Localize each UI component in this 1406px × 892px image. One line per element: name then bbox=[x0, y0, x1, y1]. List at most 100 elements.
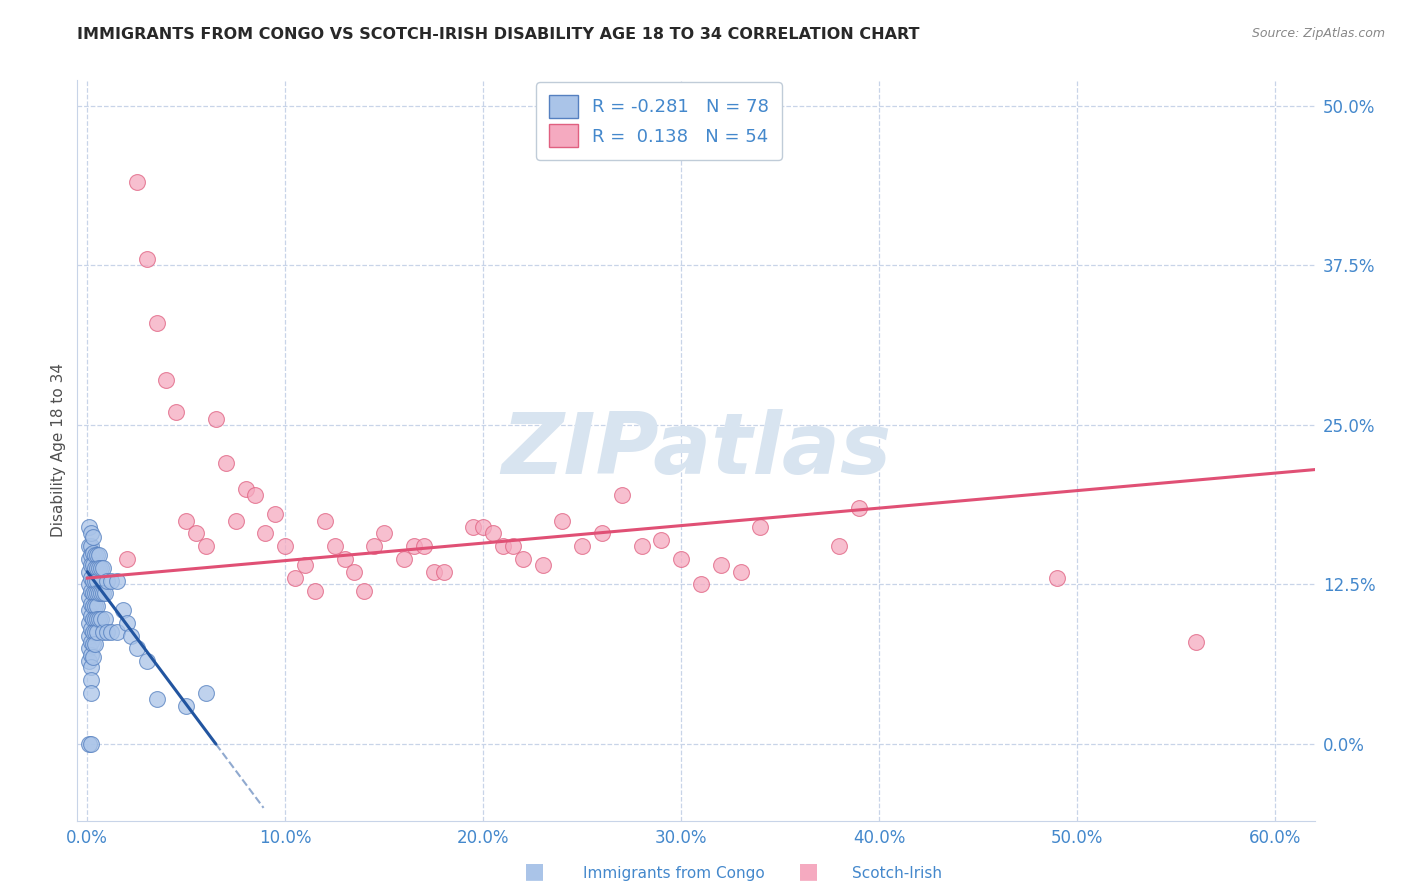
Point bbox=[77, 654, 100, 668]
Point bbox=[82, 612, 104, 626]
Point bbox=[77, 737, 100, 751]
Point bbox=[96, 624, 118, 639]
Point bbox=[245, 488, 267, 502]
Point bbox=[90, 586, 112, 600]
Point bbox=[77, 591, 100, 605]
Point bbox=[84, 638, 107, 652]
Point bbox=[80, 648, 103, 662]
Point bbox=[91, 561, 114, 575]
Text: ZIPatlas: ZIPatlas bbox=[501, 409, 891, 492]
Y-axis label: Disability Age 18 to 34: Disability Age 18 to 34 bbox=[51, 363, 66, 538]
Point bbox=[115, 615, 138, 630]
Point bbox=[80, 526, 103, 541]
Point bbox=[115, 552, 138, 566]
Point bbox=[145, 316, 167, 330]
Point bbox=[80, 583, 103, 598]
Point bbox=[80, 673, 103, 688]
Point bbox=[82, 599, 104, 614]
Point bbox=[86, 561, 108, 575]
Point bbox=[77, 565, 100, 579]
Point bbox=[100, 624, 122, 639]
Point bbox=[174, 698, 197, 713]
Point bbox=[80, 635, 103, 649]
Point bbox=[125, 175, 148, 189]
Point bbox=[304, 583, 326, 598]
Point bbox=[195, 686, 218, 700]
Point bbox=[77, 615, 100, 630]
Point bbox=[531, 558, 554, 573]
Point bbox=[402, 539, 425, 553]
Point bbox=[314, 514, 336, 528]
Text: Scotch-Irish: Scotch-Irish bbox=[852, 866, 942, 881]
Point bbox=[432, 565, 454, 579]
Point bbox=[412, 539, 434, 553]
Point bbox=[77, 603, 100, 617]
Point bbox=[333, 552, 356, 566]
Point bbox=[91, 624, 114, 639]
Point bbox=[86, 548, 108, 562]
Point bbox=[82, 574, 104, 588]
Point bbox=[373, 526, 395, 541]
Point bbox=[215, 456, 238, 470]
Point bbox=[492, 539, 515, 553]
Point bbox=[87, 586, 110, 600]
Point bbox=[120, 629, 142, 643]
Point bbox=[730, 565, 752, 579]
Point bbox=[254, 526, 277, 541]
Point bbox=[1046, 571, 1069, 585]
Point bbox=[463, 520, 485, 534]
Point bbox=[80, 548, 103, 562]
Point bbox=[353, 583, 375, 598]
Point bbox=[749, 520, 772, 534]
Point bbox=[235, 482, 257, 496]
Point bbox=[77, 629, 100, 643]
Point bbox=[363, 539, 385, 553]
Point bbox=[94, 586, 117, 600]
Point bbox=[610, 488, 633, 502]
Point bbox=[155, 373, 177, 387]
Point bbox=[571, 539, 593, 553]
Point bbox=[82, 530, 104, 544]
Point bbox=[84, 586, 107, 600]
Text: Source: ZipAtlas.com: Source: ZipAtlas.com bbox=[1251, 27, 1385, 40]
Point bbox=[135, 654, 157, 668]
Point bbox=[105, 574, 128, 588]
Point bbox=[86, 612, 108, 626]
Point bbox=[82, 650, 104, 665]
Legend: R = -0.281   N = 78, R =  0.138   N = 54: R = -0.281 N = 78, R = 0.138 N = 54 bbox=[536, 82, 782, 160]
Point bbox=[82, 638, 104, 652]
Point bbox=[502, 539, 524, 553]
Point bbox=[135, 252, 157, 266]
Point bbox=[86, 624, 108, 639]
Point bbox=[165, 405, 187, 419]
Point bbox=[96, 574, 118, 588]
Point bbox=[94, 612, 117, 626]
Point bbox=[90, 612, 112, 626]
Point bbox=[86, 586, 108, 600]
Point bbox=[80, 686, 103, 700]
Point bbox=[422, 565, 444, 579]
Point bbox=[77, 641, 100, 656]
Point bbox=[710, 558, 733, 573]
Point bbox=[77, 539, 100, 553]
Point bbox=[125, 641, 148, 656]
Point bbox=[848, 500, 870, 515]
Point bbox=[80, 558, 103, 573]
Point bbox=[90, 561, 112, 575]
Point bbox=[323, 539, 346, 553]
Point bbox=[630, 539, 652, 553]
Point bbox=[80, 597, 103, 611]
Point bbox=[84, 548, 107, 562]
Point bbox=[828, 539, 851, 553]
Point bbox=[77, 552, 100, 566]
Point bbox=[82, 624, 104, 639]
Point bbox=[195, 539, 218, 553]
Point bbox=[184, 526, 207, 541]
Point bbox=[669, 552, 692, 566]
Point bbox=[80, 609, 103, 624]
Point bbox=[145, 692, 167, 706]
Point bbox=[84, 599, 107, 614]
Point bbox=[392, 552, 415, 566]
Point bbox=[80, 737, 103, 751]
Text: ■: ■ bbox=[799, 862, 818, 881]
